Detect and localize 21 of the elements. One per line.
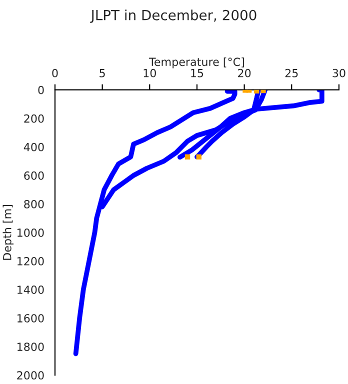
y-tick-label: 1800	[18, 342, 44, 352]
y-tick-label: 1400	[18, 286, 44, 294]
y-tick-label: 1000	[18, 228, 44, 237]
x-tick-label: 15	[191, 69, 204, 78]
x-tick-label: 0	[52, 68, 58, 78]
y-tick-label: 800	[24, 200, 44, 208]
y-tick-label: 600	[24, 171, 44, 180]
x-tick-label: 25	[285, 68, 298, 78]
x-tick-label: 20	[238, 68, 251, 78]
x-tick-label: 30	[332, 68, 346, 78]
x-tick-label: 10	[144, 68, 156, 78]
x-tick-label: 5	[100, 69, 105, 78]
y-axis-title: Depth [m]	[2, 205, 14, 260]
y-tick-label: 400	[24, 142, 44, 152]
chart-title: JLPT in December, 2000	[90, 10, 256, 23]
y-tick-label: 1200	[18, 257, 44, 266]
y-tick-label: 200	[24, 114, 44, 123]
y-tick-label: 2000	[17, 371, 44, 380]
y-tick-label: 0	[38, 86, 44, 94]
x-axis-title: Temperature [°C]	[148, 57, 244, 68]
y-tick-label: 1600	[18, 314, 44, 322]
